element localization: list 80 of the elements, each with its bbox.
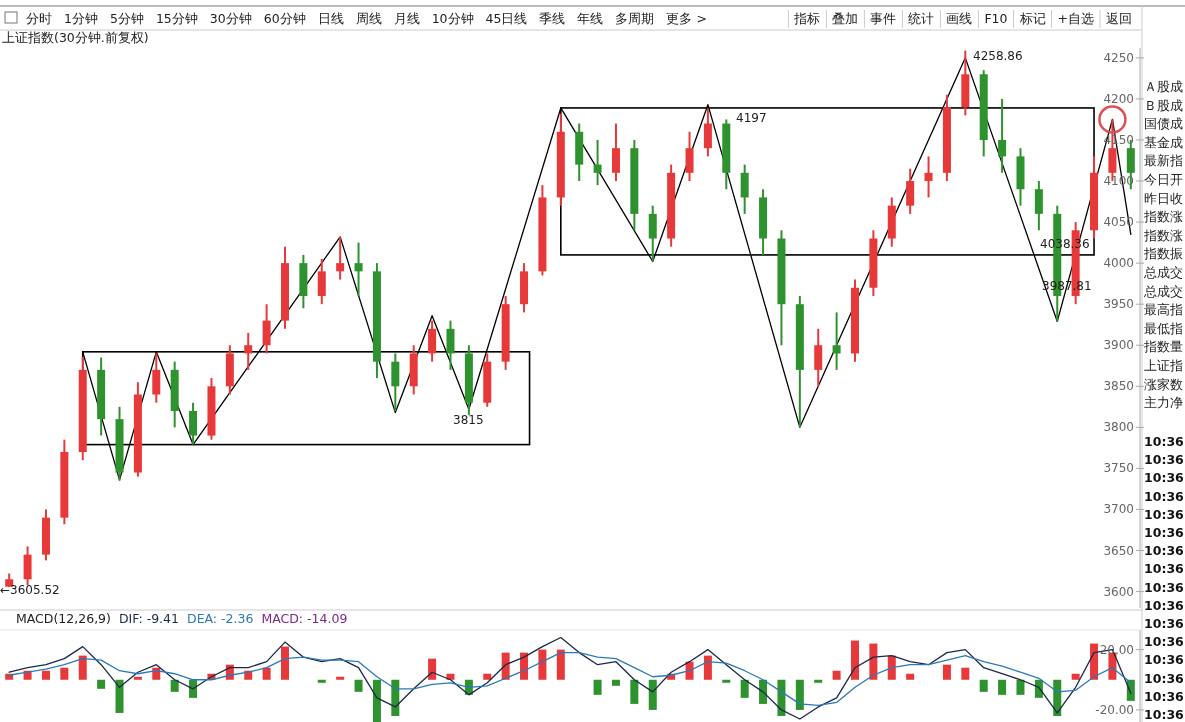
text: 总成交 [1143,283,1183,299]
text: 返回 [1106,11,1132,26]
text: 叠加 [832,11,859,26]
annotation: 3815 [453,413,484,427]
text: 指数振 [1143,246,1183,262]
text: 最新指 [1144,153,1183,169]
text: Ａ股成 [1144,79,1183,94]
text: 10:36 [1144,488,1185,504]
text: 主力净 [1144,395,1183,411]
text: 10:36 [1144,525,1185,540]
y-tick-label: 3950 [1103,297,1134,312]
text: 月线 [393,11,420,26]
text: 45日线 [485,11,528,26]
text: 10:36 [1144,506,1185,522]
text: 10:36 [1144,452,1185,468]
text: 10:36 [1144,688,1185,704]
annotation: 4197 [736,111,767,125]
text: 指数涨 [1143,209,1183,225]
text: 10:36 [1144,634,1185,650]
text: 国债成 [1144,116,1183,132]
text: +自选 [1057,11,1094,26]
chart-title: 上证指数(30分钟.前复权) [2,30,149,45]
text: 统计 [908,11,935,26]
text: 更多 > [666,11,707,26]
text: 10:36 [1144,470,1185,486]
text: 昨日收 [1144,190,1183,206]
text: 5分钟 [109,11,144,26]
text: 10:36 [1144,670,1185,686]
text: MACD: -14.09 [261,611,348,626]
text: 指数量 [1143,339,1183,355]
text: 日线 [317,11,344,26]
annotation: ←3605.52 [0,583,60,597]
text: 季线 [539,11,566,26]
text: 事件 [870,11,897,26]
text: 10:36 [1144,707,1185,722]
text: 今日开 [1144,172,1183,187]
y-tick-label: 20.00 [1099,642,1134,657]
text: 15分钟 [155,11,198,26]
y-tick-label: 3750 [1103,461,1134,476]
y-tick-label: 4200 [1103,91,1134,106]
y-tick-label: -20.00 [1095,702,1134,717]
text: 最高指 [1144,302,1183,318]
text: 10:36 [1144,434,1185,449]
text: 上证指 [1144,358,1183,373]
text: 画线 [946,11,973,26]
text: 10:36 [1144,561,1185,577]
text: 10:36 [1144,652,1185,668]
chart-title: MACD(12,26,9) [16,611,111,626]
text: 10:36 [1144,543,1185,559]
text: 指标 [793,11,821,26]
text: 基金成 [1144,134,1183,150]
text: 分时 [26,11,52,26]
y-tick-label: 3900 [1103,338,1134,353]
text: DEA: -2.36 [187,611,254,626]
y-tick-label: 4000 [1103,256,1134,271]
text: 涨家数 [1144,376,1183,392]
text: 10:36 [1144,616,1185,631]
y-tick-label: 4250 [1103,50,1134,65]
text: 年线 [577,11,604,26]
text: 30分钟 [209,11,252,26]
y-tick-label: 3800 [1103,420,1134,435]
text: 标记 [1018,11,1046,26]
text: 10:36 [1144,579,1185,595]
annotation: 4258.86 [973,49,1023,63]
text: 10:36 [1144,597,1185,613]
text: 最低指 [1144,320,1183,336]
y-tick-label: 3650 [1103,543,1134,558]
y-tick-label: 3850 [1103,379,1134,394]
y-tick-label: 3700 [1103,502,1134,517]
text: 周线 [355,11,382,26]
y-tick-label: 3600 [1103,584,1134,599]
text: 多周期 [615,11,655,26]
text: DIF: -9.41 [118,611,179,626]
text: F10 [984,11,1008,26]
text: 指数涨 [1143,227,1183,243]
text: Ｂ股成 [1144,97,1183,113]
text: 10分钟 [431,11,474,26]
text: 总成交 [1143,265,1183,280]
text: 60分钟 [263,11,306,26]
text: 1分钟 [64,11,98,26]
